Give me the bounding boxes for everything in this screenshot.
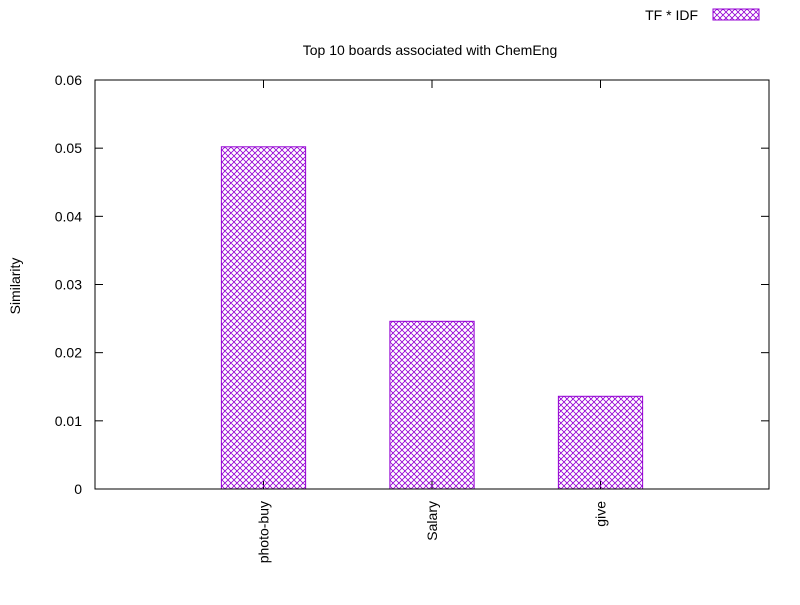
legend: TF * IDF — [645, 7, 760, 23]
y-tick-label: 0.06 — [55, 72, 82, 88]
x-axis: photo-buy Salary give — [256, 80, 609, 563]
y-tick-label: 0 — [74, 481, 82, 497]
x-tick-label: give — [593, 501, 609, 527]
x-tick-label: photo-buy — [256, 501, 272, 563]
y-axis: 0 0.01 0.02 0.03 0.04 0.05 0.06 — [55, 72, 769, 497]
y-tick-label: 0.01 — [55, 413, 82, 429]
bar — [220, 146, 307, 490]
y-axis-label: Similarity — [7, 258, 23, 315]
bar — [557, 395, 644, 490]
chart-title: Top 10 boards associated with ChemEng — [303, 42, 557, 58]
legend-swatch — [712, 8, 760, 21]
y-tick-label: 0.02 — [55, 345, 82, 361]
bars — [220, 146, 644, 490]
x-tick-label: Salary — [424, 501, 440, 541]
y-tick-label: 0.03 — [55, 277, 82, 293]
y-tick-label: 0.05 — [55, 140, 82, 156]
y-tick-label: 0.04 — [55, 208, 82, 224]
plot-frame — [94, 79, 770, 490]
bar — [389, 320, 475, 490]
legend-label: TF * IDF — [645, 7, 698, 23]
